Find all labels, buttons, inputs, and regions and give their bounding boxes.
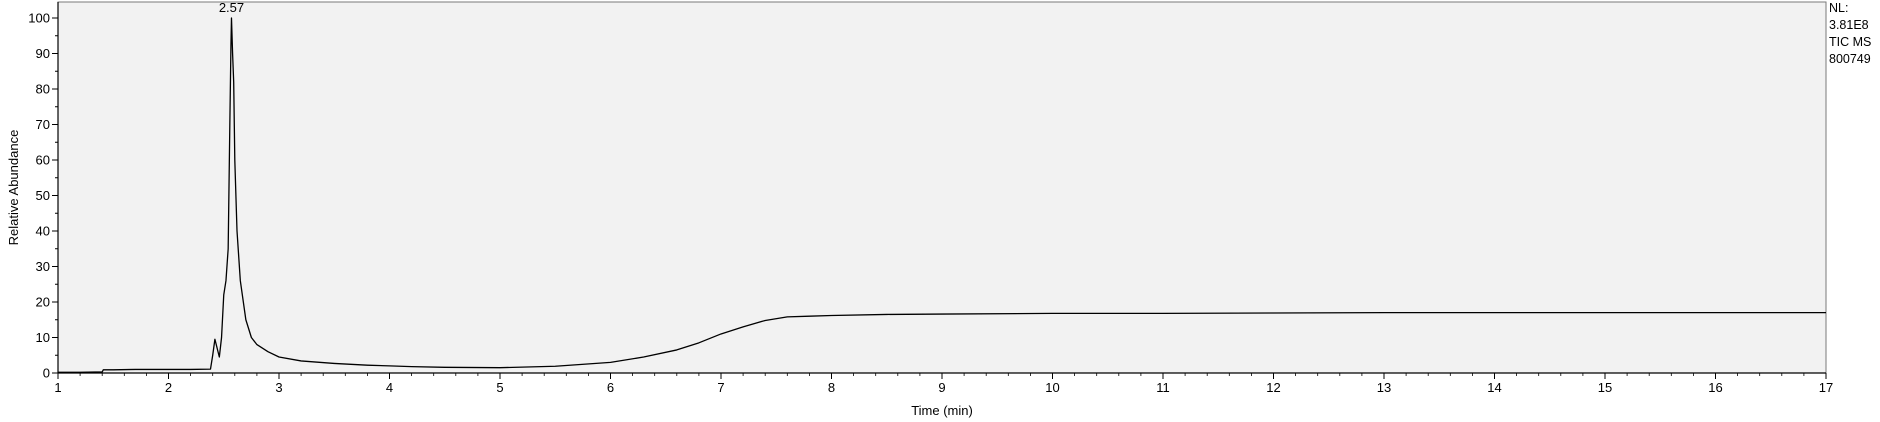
x-axis-title: Time (min) [911,403,973,418]
x-tick-label: 8 [828,380,835,395]
y-tick-label: 70 [36,117,50,132]
plot-area [57,1,1827,374]
y-tick-label: 10 [36,330,50,345]
y-tick-label: 30 [36,259,50,274]
x-tick-label: 17 [1819,380,1833,395]
info-line: TIC MS [1829,35,1871,49]
x-tick-label: 11 [1156,380,1170,395]
x-tick-label: 10 [1045,380,1059,395]
x-tick-label: 9 [938,380,945,395]
y-tick-label: 20 [36,295,50,310]
x-tick-label: 1 [54,380,61,395]
y-tick-label: 50 [36,188,50,203]
x-tick-label: 16 [1708,380,1722,395]
x-tick-label: 4 [386,380,393,395]
x-tick-label: 14 [1487,380,1501,395]
y-tick-label: 90 [36,46,50,61]
tic-trace-line [58,17,1826,373]
y-tick-label: 40 [36,224,50,239]
y-tick-label: 0 [43,366,50,381]
info-line: NL: [1829,1,1848,15]
x-tick-label: 15 [1598,380,1612,395]
x-tick-label: 6 [607,380,614,395]
y-tick-label: 60 [36,153,50,168]
x-tick-label: 13 [1377,380,1391,395]
x-tick-label: 3 [275,380,282,395]
y-tick-label: 100 [28,11,50,26]
y-tick-label: 80 [36,82,50,97]
info-line: 3.81E8 [1829,18,1869,32]
x-tick-label: 12 [1266,380,1280,395]
info-line: 800749 [1829,52,1871,66]
x-tick-label: 2 [165,380,172,395]
x-tick-label: 5 [496,380,503,395]
peak-label: 2.57 [219,0,244,15]
x-tick-label: 7 [717,380,724,395]
y-axis-title: Relative Abundance [6,130,21,246]
